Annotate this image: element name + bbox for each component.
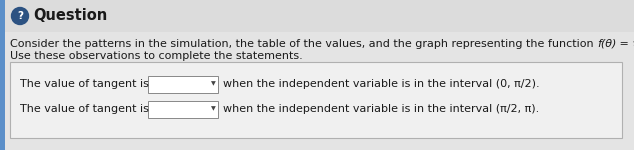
Text: Use these observations to complete the statements.: Use these observations to complete the s… (10, 51, 303, 61)
Circle shape (11, 8, 29, 24)
Text: ▼: ▼ (210, 81, 216, 87)
Bar (0, 0, 5, 150)
Bar (0, 0, 634, 32)
Text: The value of tangent is: The value of tangent is (20, 104, 149, 114)
Bar (148, 76, 218, 93)
Bar (148, 101, 218, 118)
Text: The value of tangent is: The value of tangent is (20, 79, 149, 89)
Text: f(θ): f(θ) (597, 39, 616, 49)
Text: Consider the patterns in the simulation, the table of the values, and the graph : Consider the patterns in the simulation,… (10, 39, 597, 49)
Bar (10, 62, 622, 138)
Text: when the independent variable is in the interval (π/2, π).: when the independent variable is in the … (223, 104, 540, 114)
Text: when the independent variable is in the interval (0, π/2).: when the independent variable is in the … (223, 79, 540, 89)
Bar (0, 32, 634, 150)
Text: Question: Question (33, 9, 107, 24)
Text: tan(θ): tan(θ) (633, 39, 634, 49)
Text: ▼: ▼ (210, 106, 216, 111)
Text: ?: ? (17, 11, 23, 21)
Text: =: = (616, 39, 633, 49)
